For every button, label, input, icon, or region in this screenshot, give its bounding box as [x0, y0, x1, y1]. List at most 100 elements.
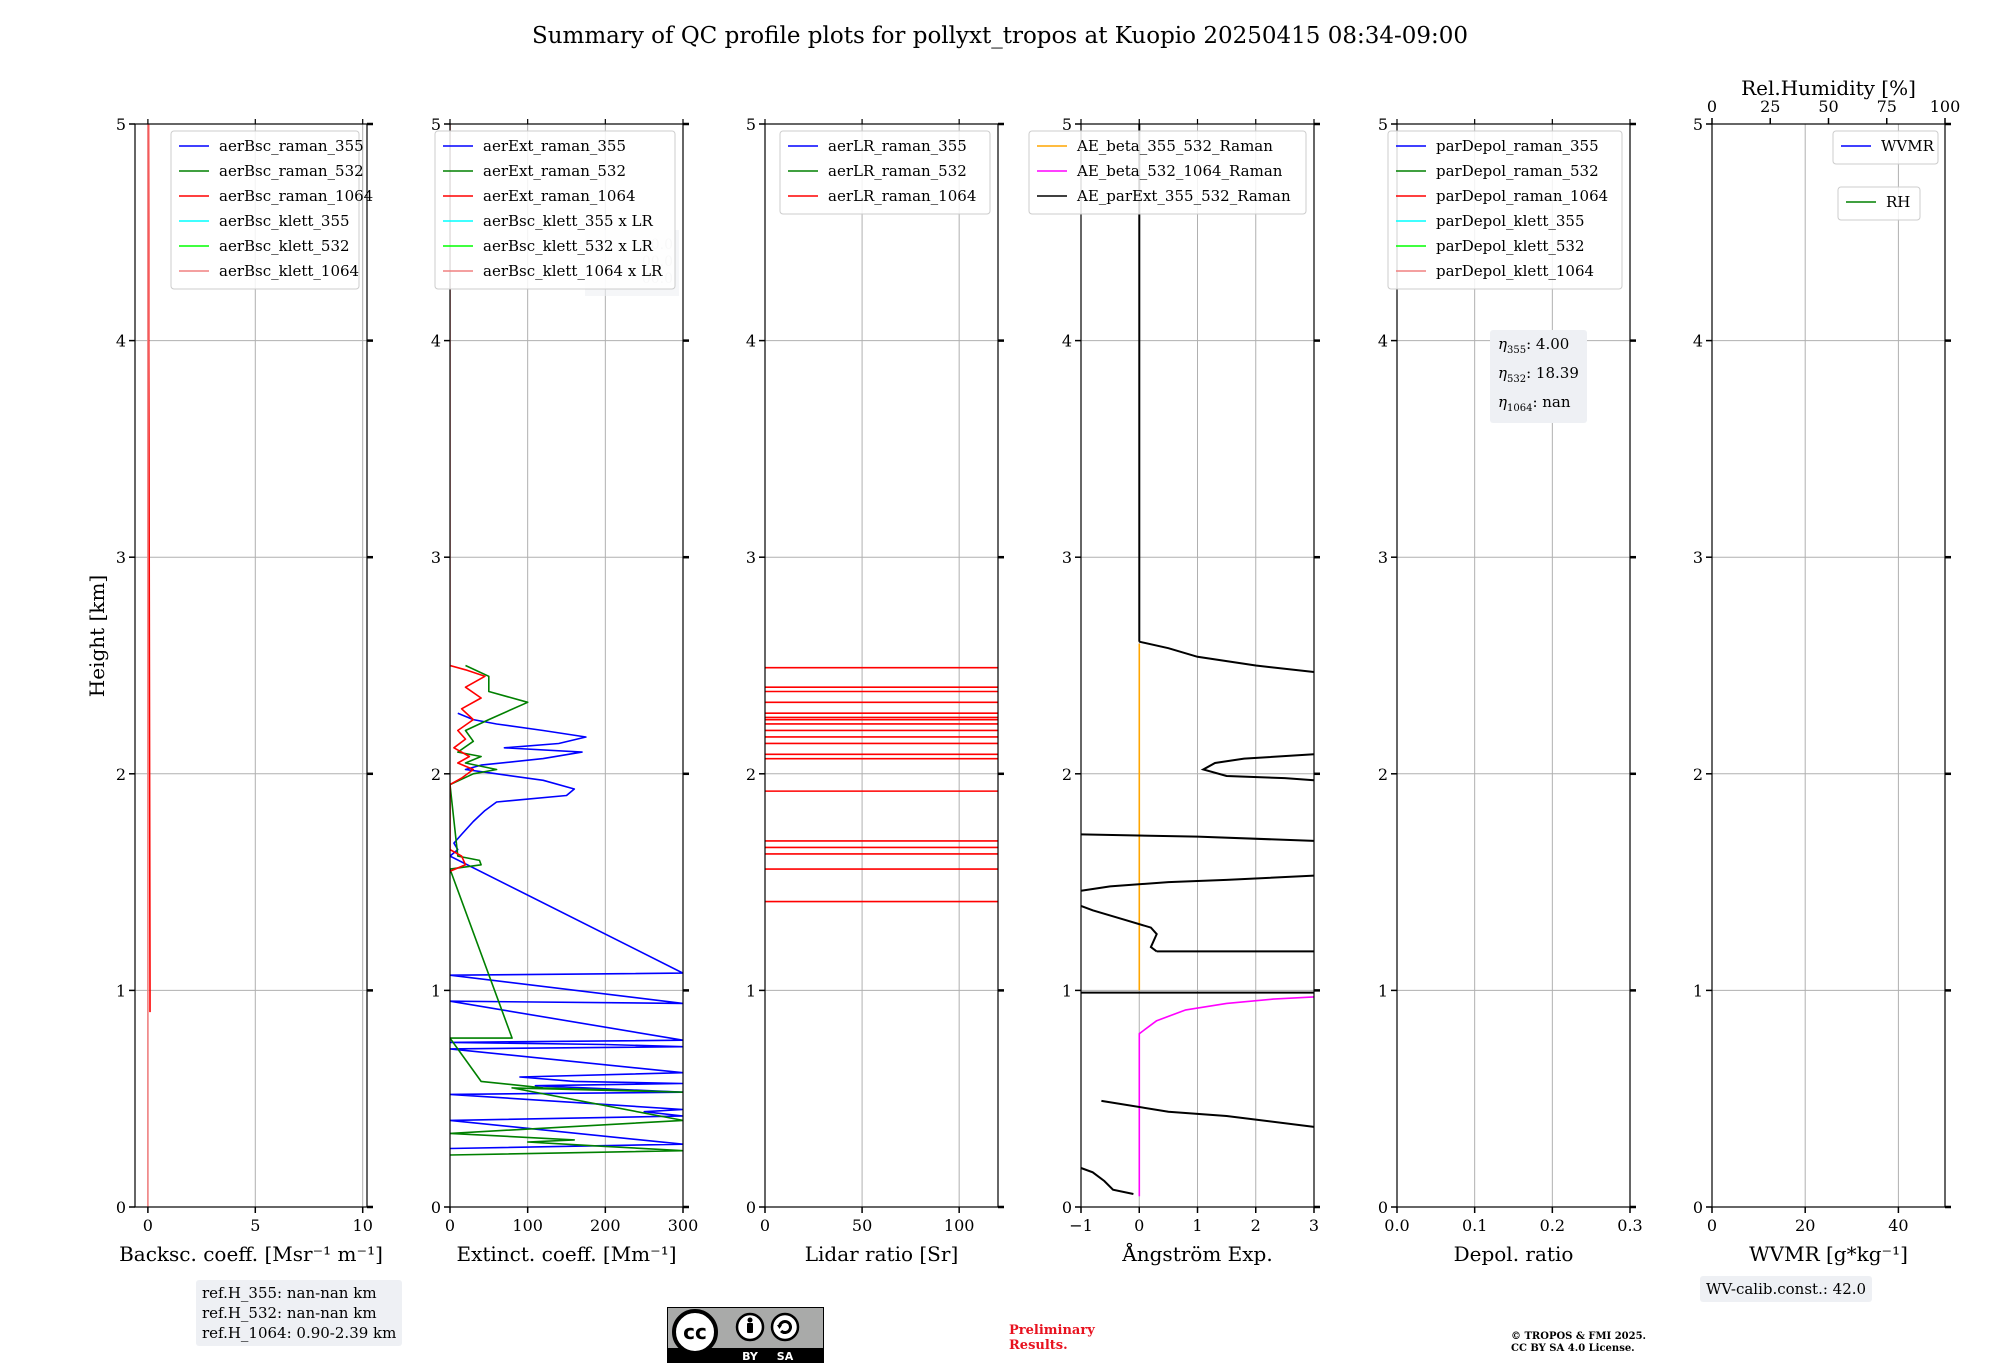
legend-frame [434, 130, 676, 290]
y-tick-label-3: 3 [431, 548, 441, 567]
legend-label-0: aerLR_raman_355 [828, 137, 967, 155]
wv-calibration-box: WV-calib.const.: 42.0 [1700, 1276, 1873, 1302]
legend-frame [1387, 130, 1623, 290]
by-label: BY [742, 1350, 759, 1363]
y-tick-label-4: 4 [431, 332, 441, 351]
copyright-line-2: CC BY SA 4.0 License. [1511, 1343, 1635, 1354]
y-tick-label-3: 3 [1062, 548, 1072, 567]
x-tick-label-2: 200 [590, 1216, 621, 1235]
series-segment-2-0 [1081, 1167, 1134, 1195]
x-axis-label: Lidar ratio [Sr] [805, 1242, 959, 1266]
legend-label-2: parDepol_raman_1064 [1436, 187, 1608, 205]
y-tick-label-1: 1 [1378, 981, 1388, 1000]
x-tick-label-3: 300 [668, 1216, 699, 1235]
copyright-note: © TROPOS & FMI 2025. CC BY SA 4.0 Licens… [1511, 1331, 1646, 1355]
x-tick-label-0: 0.0 [1384, 1216, 1409, 1235]
legend-label-0: aerExt_raman_355 [483, 137, 626, 155]
sa-label: SA [777, 1350, 794, 1363]
x-tick-label-2: 100 [944, 1216, 975, 1235]
y-tick-label-4: 4 [746, 332, 756, 351]
series-segment-2-1 [1101, 1099, 1314, 1128]
series-group [765, 666, 998, 903]
y-tick-label-4: 4 [1062, 332, 1072, 351]
panel-2: 0.000.000.00123450100200300Extinct. coef… [431, 115, 698, 1266]
legend-label-0: parDepol_raman_355 [1436, 137, 1599, 155]
x-tick-label-1: 100 [512, 1216, 543, 1235]
y-tick-label-2: 2 [1062, 765, 1072, 784]
y-tick-label-2: 2 [1693, 765, 1703, 784]
ref-height-1064: ref.H_1064: 0.90-2.39 km [202, 1324, 397, 1342]
series-line-2 [450, 664, 486, 873]
legend-label-3: aerBsc_klett_355 [219, 212, 350, 230]
y-tick-label-0: 0 [1693, 1198, 1703, 1217]
panel-5: 0 1 2 3 4 5 0.0 0.1 0.2 0.3 Depol. ratio parDepol_r… [1378, 115, 1643, 1266]
plot-frame [449, 123, 684, 1208]
series-segment-2-6 [1081, 833, 1314, 842]
ref-height-355: ref.H_355: nan-nan km [202, 1284, 377, 1302]
x-tick-label-3: 0.3 [1617, 1216, 1642, 1235]
y-tick-label-0: 0 [1378, 1198, 1388, 1217]
plot-frame [1711, 123, 1946, 1208]
y-tick-label-5: 5 [431, 115, 441, 134]
top-x-tick-label-3: 75 [1877, 97, 1897, 116]
y-tick-label-3: 3 [746, 548, 756, 567]
legend-label-1: AE_beta_532_1064_Raman [1076, 162, 1283, 180]
x-tick-label-1: 5 [250, 1216, 260, 1235]
y-tick-label-4: 4 [116, 332, 126, 351]
y-tick-label-1: 1 [1693, 981, 1703, 1000]
top-x-tick-label-1: 25 [1760, 97, 1780, 116]
legend-label-5: parDepol_klett_1064 [1436, 262, 1594, 280]
x-tick-label-2: 40 [1888, 1216, 1908, 1235]
x-axis-label: Ångström Exp. [1121, 1241, 1272, 1266]
y-tick-label-2: 2 [431, 765, 441, 784]
preliminary-line-2: Results. [1009, 1338, 1068, 1353]
legend-label-5: aerBsc_klett_1064 [219, 262, 359, 280]
legend-label-1: parDepol_raman_532 [1436, 162, 1599, 180]
x-tick-label-4: 3 [1309, 1216, 1319, 1235]
x-axis-label: Extinct. coeff. [Mm⁻¹] [456, 1242, 676, 1266]
ref-height-532: ref.H_532: nan-nan km [202, 1304, 377, 1322]
y-tick-label-1: 1 [746, 981, 756, 1000]
panel-1: 0 1 2 3 4 5 0 5 10 Backsc. coeff. [Msr⁻¹ m⁻¹] aerB… [116, 115, 383, 1266]
eta-1064: η1064: nan [1498, 393, 1571, 414]
legend-label-2: AE_parExt_355_532_Raman [1076, 187, 1291, 205]
preliminary-line-1: Preliminary [1009, 1323, 1095, 1338]
x-tick-label-1: 50 [852, 1216, 872, 1235]
preliminary-results-note: Preliminary Results. [1009, 1323, 1095, 1353]
y-tick-label-5: 5 [1062, 115, 1072, 134]
x-axis-label: Depol. ratio [1454, 1242, 1574, 1266]
top-x-tick-label-2: 50 [1818, 97, 1838, 116]
legend-label-4: parDepol_klett_532 [1436, 237, 1585, 255]
legend-label-5: aerBsc_klett_1064 x LR [483, 262, 663, 280]
series-group [1081, 124, 1314, 1197]
x-axis-label: Backsc. coeff. [Msr⁻¹ m⁻¹] [119, 1242, 383, 1266]
y-tick-label-0: 0 [116, 1198, 126, 1217]
series-line-1 [1138, 996, 1314, 1197]
series-line-0 [450, 712, 683, 1150]
legend-label-1: aerBsc_raman_532 [219, 162, 364, 180]
y-tick-label-0: 0 [431, 1198, 441, 1217]
x-tick-label-1: 0 [1134, 1216, 1144, 1235]
x-tick-label-1: 20 [1795, 1216, 1815, 1235]
y-tick-label-2: 2 [746, 765, 756, 784]
x-tick-label-2: 1 [1192, 1216, 1202, 1235]
legend-frame [170, 130, 360, 290]
y-tick-label-5: 5 [1378, 115, 1388, 134]
series-group [450, 124, 683, 1156]
copyright-line-1: © TROPOS & FMI 2025. [1511, 1331, 1647, 1342]
series-line-1 [450, 664, 683, 1156]
series-segment-2-5 [1081, 874, 1314, 892]
sa-share-alike-icon [770, 1312, 800, 1342]
x-tick-label-1: 0.1 [1462, 1216, 1487, 1235]
y-tick-label-1: 1 [1062, 981, 1072, 1000]
x-tick-label-0: 0 [760, 1216, 770, 1235]
x-tick-label-0: −1 [1069, 1216, 1093, 1235]
reference-height-box: ref.H_355: nan-nan km ref.H_532: nan-nan… [196, 1280, 403, 1346]
top-x-tick-label-4: 100 [1930, 97, 1961, 116]
wv-calibration-constant: WV-calib.const.: 42.0 [1706, 1280, 1867, 1298]
legend-label-0: WVMR [1881, 137, 1935, 155]
y-tick-label-4: 4 [1378, 332, 1388, 351]
